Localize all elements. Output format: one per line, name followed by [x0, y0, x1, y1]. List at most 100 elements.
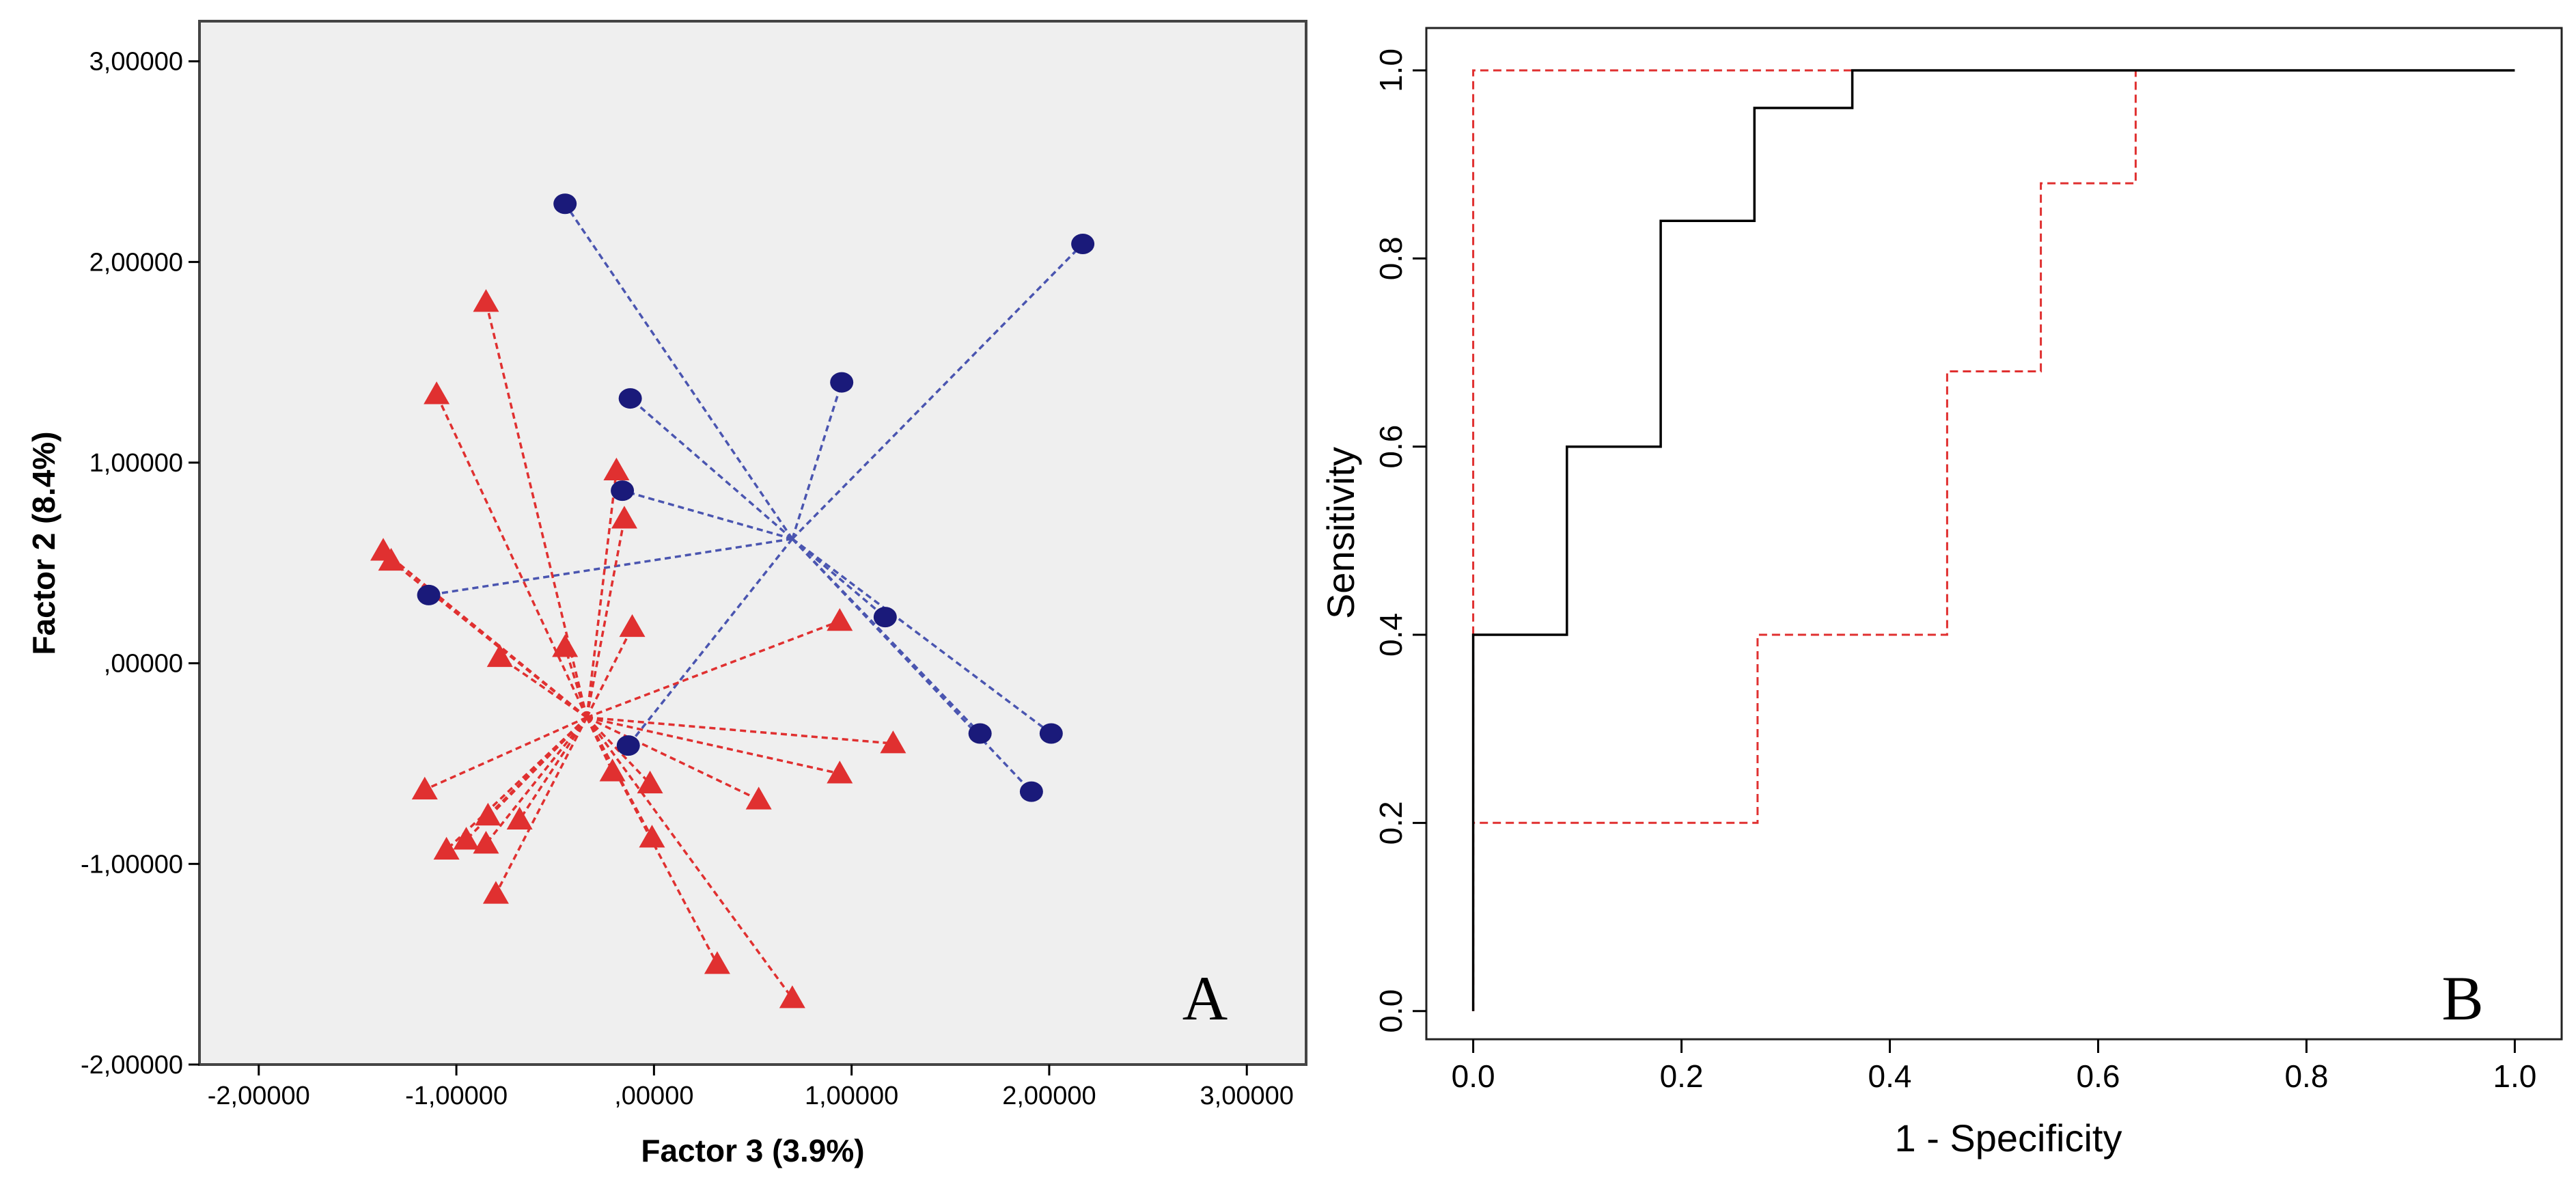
panel-a-triangle-point [378, 547, 404, 571]
panel-a-triangle-point [827, 760, 853, 784]
panel-b-y-tick-label: 0.2 [1373, 801, 1409, 845]
panel-a-connector-line [586, 716, 894, 745]
panel-a-connector-line [627, 538, 794, 747]
panel-a-triangle-point [424, 381, 450, 404]
panel-a-triangle-point [475, 802, 501, 826]
panel-a-scatter: -2,00000 -1,00000 ,00000 1,00000 2,00000 3,00… [26, 20, 1307, 1168]
panel-a-connector-line [585, 716, 794, 1000]
panel-a-x-tick-label: -1,00000 [405, 1082, 508, 1110]
panel-a-circle-point [968, 723, 992, 744]
panel-b-x-tick-label: 0.2 [1660, 1058, 1704, 1094]
panel-a-triangle-point [880, 730, 906, 754]
panel-a-connector-line [586, 716, 840, 775]
panel-a-circle-point [1019, 781, 1043, 802]
panel-b-x-tick-label: 0.4 [1868, 1058, 1912, 1094]
panel-a-triangle-point [486, 644, 513, 668]
panel-a-x-tick-label: -2,00000 [208, 1082, 310, 1110]
panel-a-triangle-point [506, 806, 533, 829]
panel-a-connector-line [564, 203, 794, 540]
panel-a-connector-line [585, 627, 634, 718]
panel-a-circle-point [1039, 723, 1063, 744]
panel-a-triangle-point [433, 836, 460, 860]
panel-a-connector-line [585, 470, 618, 718]
panel-a-circle-point [611, 480, 635, 502]
panel-b-y-tick-label: 0.6 [1373, 425, 1409, 469]
panel-a-triangle-point [473, 289, 499, 312]
panel-a-circle-point [417, 584, 441, 605]
panel-b-x-tick-label: 0.0 [1452, 1058, 1495, 1094]
panel-a-circle-point [553, 193, 577, 215]
panel-b-y-tick-label: 0.0 [1373, 989, 1409, 1033]
panel-a-connector-line [791, 538, 1052, 735]
panel-a-triangle-point [411, 776, 438, 799]
panel-a-triangle-point [611, 506, 637, 529]
panel-a-y-tick-label: ,00000 [104, 650, 183, 678]
panel-b-x-tick-label: 0.8 [2284, 1058, 2328, 1094]
panel-b-axes: 0.0 0.2 0.4 0.6 0.8 1.0 0.0 0.2 0.4 0.6 0.8 1.0 [1373, 49, 2536, 1094]
panel-a-circle-point [873, 607, 897, 628]
panel-a-triangle-point [473, 830, 499, 854]
panel-a-circle-point [830, 372, 854, 393]
panel-a-connector-line [629, 397, 794, 540]
panel-a-markers [370, 193, 1095, 1009]
panel-a-connector-line [585, 717, 719, 965]
panel-a-triangle-point [639, 825, 665, 848]
panel-a-triangle-point [704, 951, 730, 974]
panel-a-axes: -2,00000 -1,00000 ,00000 1,00000 2,00000 3,00… [81, 48, 1294, 1110]
panel-a-y-tick-label: 3,00000 [89, 48, 183, 77]
panel-a-x-axis-label: Factor 3 (3.9%) [641, 1133, 864, 1168]
panel-a-connector-line [465, 716, 588, 841]
panel-a-triangle-point [637, 770, 663, 794]
panel-a-plot-area [198, 20, 1307, 1066]
panel-a-x-tick-label: 1,00000 [805, 1082, 898, 1110]
panel-b-y-tick-label: 0.4 [1373, 613, 1409, 657]
panel-b-x-tick-label: 0.6 [2077, 1058, 2120, 1094]
panel-a-connector-line [445, 716, 588, 851]
panel-b-roc: 0.0 0.2 0.4 0.6 0.8 1.0 0.0 0.2 0.4 0.6 0.8 1.0 1 -… [1319, 27, 2563, 1160]
panel-a-connector-line [586, 620, 840, 719]
panel-a-connector-line [485, 716, 588, 845]
panel-a-x-tick-label: 3,00000 [1200, 1082, 1294, 1110]
panel-a-connector-line [495, 717, 588, 895]
panel-a-y-tick-label: -2,00000 [81, 1051, 183, 1080]
panel-a-y-tick-label: 1,00000 [89, 449, 183, 478]
panel-b-curves [1471, 69, 2515, 1011]
panel-b-roc-curve-solid [1471, 69, 2515, 1011]
panel-b-roc-curve-dashed [1472, 69, 2515, 1011]
panel-b-y-tick-label: 1.0 [1373, 49, 1409, 92]
panel-a-connector-line [424, 716, 587, 791]
panel-b-plot-area [1425, 27, 2563, 1041]
panel-b-y-tick-label: 0.8 [1373, 236, 1409, 280]
panel-a-triangle-point [745, 786, 772, 810]
panel-a-triangle-point [827, 608, 853, 631]
panel-b-x-axis-label: 1 - Specificity [1895, 1116, 2122, 1160]
panel-a-triangle-point [599, 758, 626, 782]
panel-a-connector-line [564, 646, 588, 718]
panel-a-connector-line [791, 382, 843, 540]
panel-a-connector-line [435, 394, 588, 718]
panel-a-triangle-point [619, 614, 646, 637]
panel-a-connector-line [585, 518, 626, 718]
panel-a-connector-line [622, 489, 793, 540]
panel-a-y-axis-label: Factor 2 (8.4%) [26, 431, 61, 655]
panel-a-triangle-point [552, 634, 579, 657]
panel-a-y-tick-label: 2,00000 [89, 248, 183, 277]
panel-a-y-tick-label: -1,00000 [81, 850, 183, 879]
panel-b-y-axis-label: Sensitivity [1319, 447, 1362, 619]
panel-a-circle-point [616, 735, 640, 756]
panel-a-x-tick-label: 2,00000 [1002, 1082, 1096, 1110]
panel-a-connector-line [586, 716, 760, 801]
panel-a-connector-line [791, 538, 1033, 793]
panel-a-triangle-point [482, 881, 509, 904]
panel-a-triangle-point [603, 457, 630, 481]
panel-a-connector-line [791, 243, 1084, 540]
panel-a-triangle-point [453, 827, 480, 850]
panel-a-connector-line [499, 656, 587, 719]
panel-a-circle-point [1071, 233, 1095, 254]
panel-b-x-tick-label: 1.0 [2493, 1058, 2536, 1094]
panel-a-circle-point [618, 388, 642, 409]
panel-a-x-tick-label: ,00000 [614, 1082, 693, 1110]
panel-a-triangle-point [779, 985, 805, 1009]
panel-b-letter: B [2441, 963, 2483, 1033]
